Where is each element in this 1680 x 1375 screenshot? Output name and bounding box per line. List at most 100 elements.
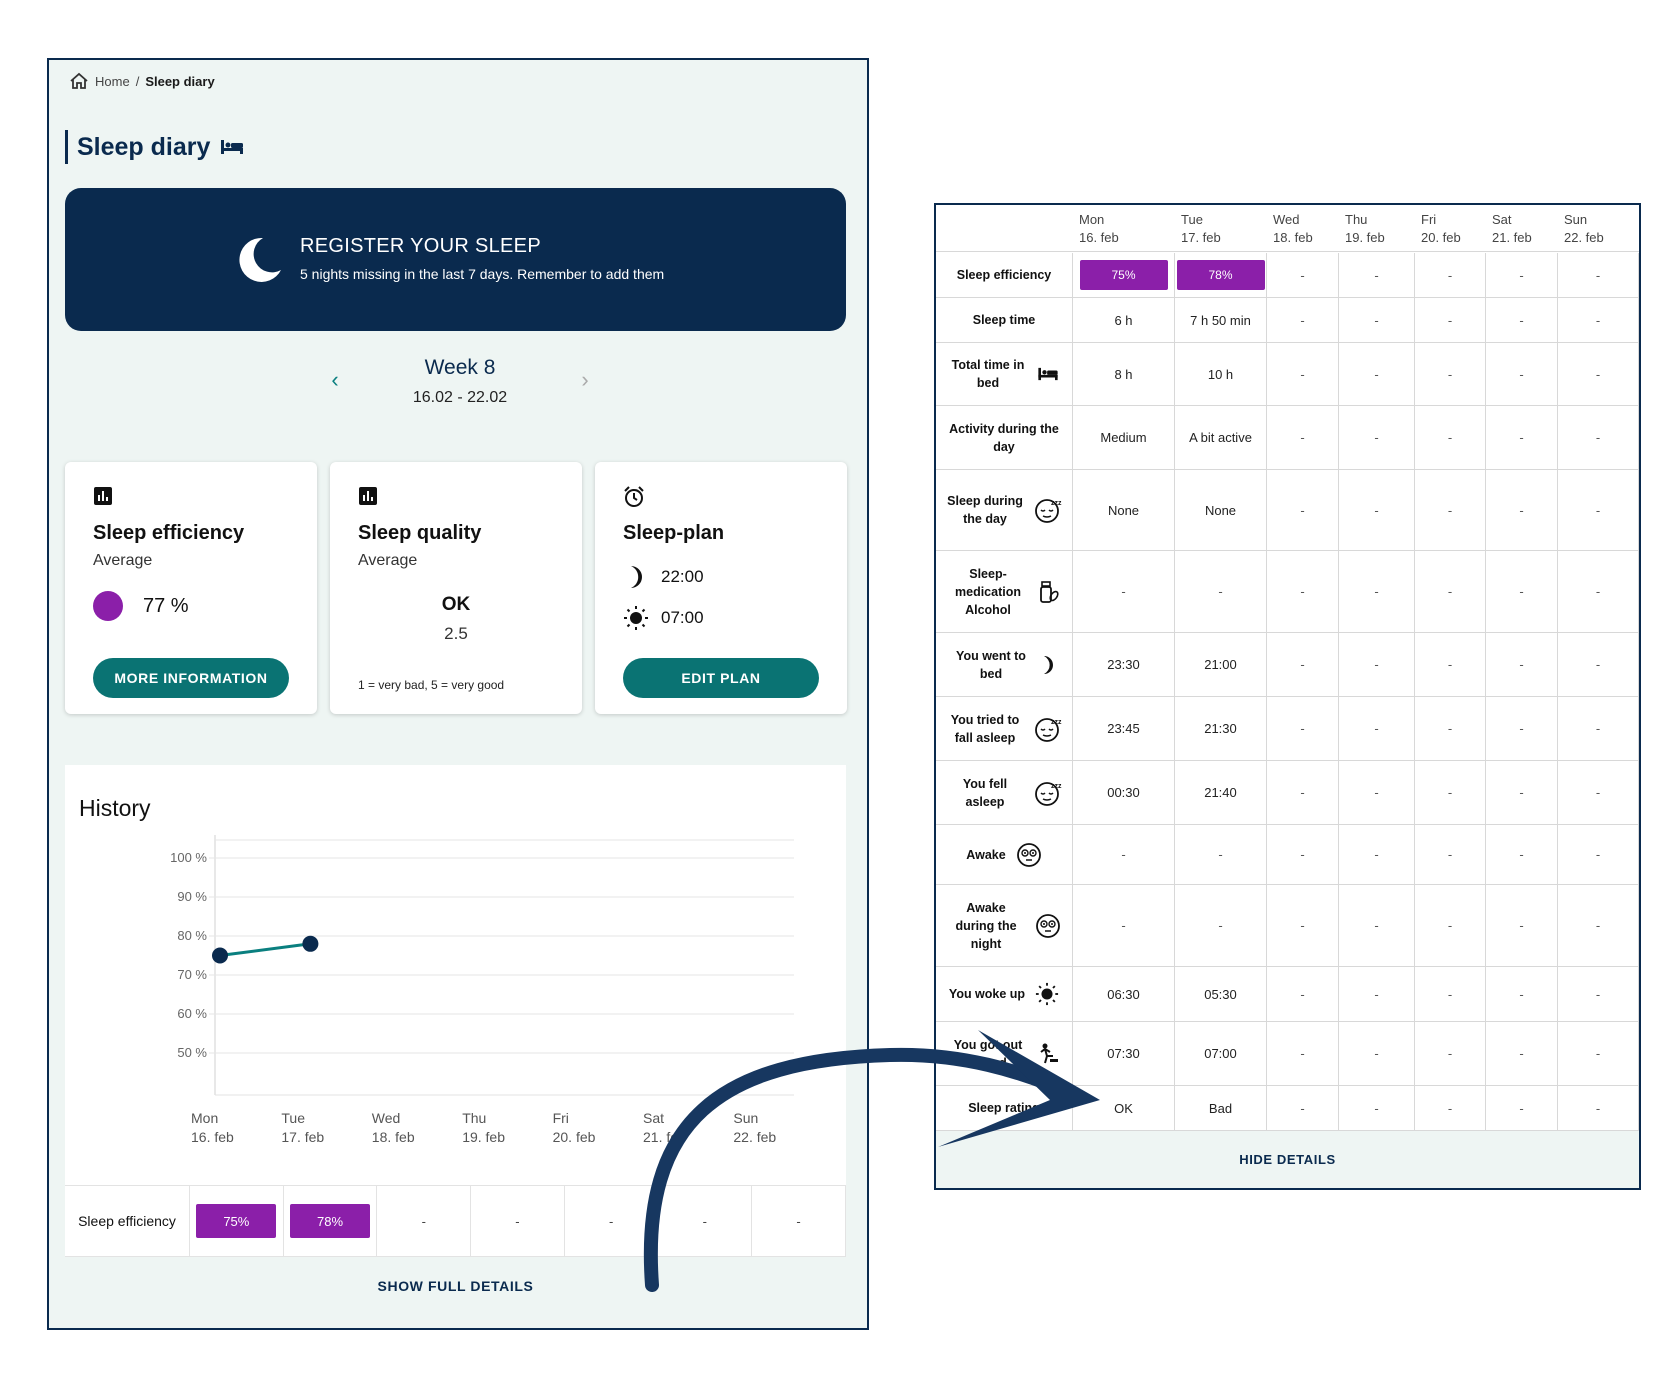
details-row: You fell asleep zzz 00:30 21:40- - - - -: [936, 761, 1639, 825]
series-line: [219, 942, 311, 957]
row-label-text: Total time in bed: [951, 358, 1025, 390]
day-date: 16. feb: [1079, 230, 1119, 245]
data-point[interactable]: [212, 947, 228, 964]
details-row: You went to bed 23:30 21:00- - - - -: [936, 633, 1639, 697]
day-name: Sat: [1492, 212, 1512, 227]
details-cell: A bit active: [1175, 406, 1267, 469]
y-tick-label: 100 %: [170, 850, 207, 865]
details-cell: -: [1267, 1086, 1339, 1130]
day-name: Wed: [1273, 212, 1300, 227]
details-cell: -: [1558, 1022, 1639, 1085]
details-row: You woke up 06:30 05:30- - - - -: [936, 967, 1639, 1022]
details-cell: -: [1415, 1086, 1486, 1130]
row-label-text: You got out of bed: [953, 1037, 1023, 1070]
details-cell: -: [1339, 470, 1415, 550]
details-cell: -: [1486, 885, 1558, 966]
details-cell: -: [1073, 551, 1175, 632]
details-cell: -: [1267, 761, 1339, 824]
details-row: Awake during the night - - - - - - -: [936, 885, 1639, 967]
quality-scale: 1 = very bad, 5 = very good: [358, 678, 505, 692]
details-cell: -: [1267, 253, 1339, 297]
details-day-header: Fri 20. feb: [1421, 211, 1461, 247]
efficiency-value: 77 %: [143, 595, 189, 617]
day-name: Mon: [1079, 212, 1105, 227]
efficiency-subtitle: Average: [93, 552, 153, 569]
details-cell: 78%: [1175, 253, 1267, 297]
more-information-button[interactable]: MORE INFORMATION: [93, 658, 289, 698]
history-efficiency-row: Sleep efficiency 75% 78% - - - - -: [65, 1185, 846, 1257]
previous-week-button[interactable]: ‹: [331, 367, 339, 392]
details-row-label: Awake during the night: [936, 885, 1073, 966]
details-cell: 07:00: [1175, 1022, 1267, 1085]
details-cell: -: [1415, 633, 1486, 696]
details-cell: 00:30: [1073, 761, 1175, 824]
details-cell: -: [1415, 551, 1486, 632]
details-row-label: You got out of bed: [936, 1022, 1073, 1085]
details-cell: -: [1175, 551, 1267, 632]
details-row: Sleep rating OK Bad - - - - -: [936, 1086, 1639, 1131]
details-row: Sleep during the day zzz None None - - - - -: [936, 470, 1639, 551]
home-icon[interactable]: [69, 72, 89, 90]
quality-score: 2.5: [444, 624, 468, 643]
awake-face-icon: [1035, 913, 1061, 939]
quality-subtitle: Average: [358, 552, 418, 569]
details-cell: -: [1339, 343, 1415, 405]
row-label-text: Awake during the night: [955, 900, 1017, 951]
sleep-efficiency-card: Sleep efficiency Average 77 % MORE INFOR…: [65, 462, 317, 714]
y-tick-label: 70 %: [177, 967, 207, 982]
show-full-details-button[interactable]: SHOW FULL DETAILS: [65, 1257, 846, 1315]
details-cell: -: [1267, 343, 1339, 405]
details-row-label: You woke up: [936, 967, 1073, 1021]
details-cell: -: [1558, 633, 1639, 696]
day-date: 20. feb: [1421, 230, 1461, 245]
details-cell: 7 h 50 min: [1175, 298, 1267, 342]
details-cell: -: [1339, 967, 1415, 1021]
sleepy-face-icon: zzz: [1034, 715, 1062, 743]
sleep-diary-page: Home / Sleep diary Sleep diary REGISTER …: [47, 58, 869, 1330]
details-cell: -: [1339, 298, 1415, 342]
row-label-text: Sleep-medication Alcohol: [955, 566, 1021, 617]
efficiency-badge[interactable]: 75%: [1079, 260, 1168, 290]
details-cell: -: [1415, 406, 1486, 469]
edit-plan-button[interactable]: EDIT PLAN: [623, 658, 819, 698]
details-cell: -: [1339, 253, 1415, 297]
details-cell: -: [1267, 470, 1339, 550]
page-title: Sleep diary: [65, 130, 244, 164]
history-row-label: Sleep efficiency: [65, 1186, 190, 1256]
details-cell: -: [1558, 551, 1639, 632]
details-cell: Bad: [1175, 1086, 1267, 1130]
x-tick-date: 21. feb: [643, 1129, 686, 1145]
details-cell: -: [1486, 1086, 1558, 1130]
details-cell: -: [1339, 1022, 1415, 1085]
data-point[interactable]: [302, 935, 319, 952]
details-row: You got out of bed 07:30 07:00- - - - -: [936, 1022, 1639, 1086]
details-cell: -: [1267, 697, 1339, 760]
svg-text:zzz: zzz: [1051, 719, 1062, 726]
hide-details-button[interactable]: HIDE DETAILS: [936, 1131, 1639, 1188]
efficiency-badge[interactable]: 75%: [196, 1204, 277, 1238]
day-name: Fri: [1421, 212, 1437, 227]
next-week-button[interactable]: ›: [581, 367, 589, 392]
details-cell: -: [1175, 885, 1267, 966]
details-cell: -: [1486, 253, 1558, 297]
register-sleep-banner[interactable]: REGISTER YOUR SLEEP 5 nights missing in …: [65, 188, 846, 331]
efficiency-badge[interactable]: 78%: [290, 1204, 371, 1238]
x-tick-date: 17. feb: [281, 1129, 324, 1145]
day-date: 22. feb: [1564, 230, 1604, 245]
details-cell: -: [1339, 633, 1415, 696]
details-cell: -: [1558, 406, 1639, 469]
details-cell: -: [1073, 825, 1175, 884]
x-tick-day: Wed: [372, 1110, 401, 1126]
row-label-text: You fell asleep: [962, 776, 1008, 809]
details-cell: -: [1339, 825, 1415, 884]
efficiency-badge[interactable]: 78%: [1176, 260, 1265, 290]
details-day-header: Sun 22. feb: [1564, 211, 1604, 247]
details-row: Awake - - - - - - -: [936, 825, 1639, 885]
details-cell: -: [1558, 697, 1639, 760]
breadcrumb-home[interactable]: Home: [95, 73, 130, 89]
day-name: Tue: [1181, 212, 1203, 227]
details-cell: -: [1415, 885, 1486, 966]
details-row: Total time in bed 8 h 10 h-----: [936, 343, 1639, 406]
details-row-label: Sleep during the day zzz: [936, 470, 1073, 550]
